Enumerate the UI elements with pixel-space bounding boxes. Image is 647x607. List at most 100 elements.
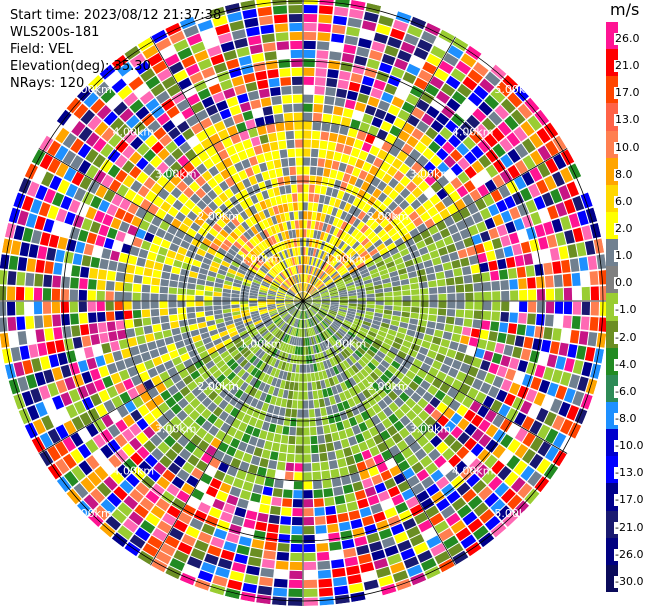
range-gate-cell [155, 37, 172, 52]
range-gate-cell [421, 113, 435, 126]
range-gate-cell [196, 392, 207, 403]
range-gate-cell [323, 488, 334, 498]
range-gate-cell [177, 47, 193, 60]
range-gate-cell [522, 155, 536, 170]
range-gate-cell [276, 304, 285, 307]
range-gate-cell [413, 542, 429, 555]
range-gate-cell [513, 460, 528, 476]
range-gate-cell [478, 54, 495, 70]
range-gate-cell [300, 337, 303, 346]
range-gate-cell [324, 195, 331, 205]
range-gate-cell [69, 226, 81, 240]
range-gate-cell [502, 511, 519, 528]
range-gate-cell [330, 271, 338, 278]
range-gate-cell [317, 23, 332, 33]
range-gate-cell [291, 525, 303, 535]
range-gate-cell [286, 193, 293, 203]
range-gate-cell [321, 416, 329, 425]
range-gate-cell [507, 164, 521, 179]
range-gate-cell [308, 193, 314, 202]
range-gate-cell [397, 380, 408, 391]
range-gate-cell [479, 78, 495, 94]
range-gate-cell [409, 228, 420, 238]
range-gate-cell [462, 396, 474, 408]
range-gate-cell [544, 175, 557, 191]
range-gate-cell [210, 53, 225, 66]
range-gate-cell [445, 316, 455, 325]
range-gate-cell [438, 60, 454, 75]
range-gate-cell [309, 229, 315, 238]
range-gate-cell [225, 320, 234, 326]
range-gate-cell [313, 363, 318, 372]
range-gate-cell [226, 145, 237, 157]
range-gate-cell [221, 260, 231, 268]
range-gate-cell [290, 372, 296, 382]
range-gate-cell [499, 449, 514, 465]
range-gate-cell [231, 418, 242, 429]
range-gate-cell [292, 85, 303, 94]
range-gate-cell [7, 316, 17, 332]
range-gate-cell [237, 250, 247, 259]
range-gate-cell [404, 156, 416, 168]
range-gate-cell [195, 415, 207, 427]
range-gate-cell [405, 168, 417, 180]
range-gate-cell [292, 400, 298, 409]
range-gate-cell [49, 175, 62, 191]
range-gate-cell [330, 295, 339, 298]
range-gate-cell [170, 174, 182, 186]
range-gate-cell [268, 246, 276, 255]
range-gate-cell [117, 262, 127, 273]
range-gate-cell [430, 154, 443, 167]
range-gate-cell [295, 148, 303, 157]
range-gate-cell [333, 15, 348, 26]
range-gate-cell [375, 214, 386, 224]
range-gate-cell [60, 289, 70, 301]
range-gate-cell [376, 461, 389, 473]
range-gate-cell [13, 225, 25, 241]
range-gate-cell [399, 322, 409, 329]
range-gate-cell [280, 398, 288, 408]
range-gate-cell [270, 178, 279, 188]
range-gate-cell [279, 310, 288, 316]
range-gate-cell [253, 276, 263, 283]
range-gate-cell [177, 193, 189, 205]
range-gate-cell [338, 328, 347, 335]
range-gate-cell [303, 301, 312, 305]
range-gate-cell [446, 285, 456, 294]
range-gate-cell [409, 277, 419, 284]
range-gate-cell [150, 505, 166, 519]
range-gate-cell [438, 527, 454, 542]
range-gate-cell [362, 203, 372, 213]
range-gate-cell [303, 238, 307, 247]
range-gate-cell [347, 367, 356, 377]
range-gate-cell [94, 81, 110, 97]
range-gate-cell [163, 213, 175, 224]
range-gate-cell [307, 346, 312, 355]
range-gate-cell [350, 269, 359, 276]
range-gate-cell [143, 177, 156, 190]
range-gate-cell [382, 278, 391, 284]
range-gate-cell [273, 433, 282, 443]
range-gate-cell [280, 380, 286, 389]
range-gate-cell [66, 239, 77, 252]
range-gate-cell [455, 220, 467, 231]
range-gate-cell [284, 230, 290, 240]
range-gate-cell [322, 232, 329, 242]
range-gate-cell [216, 373, 226, 384]
range-gate-cell [97, 322, 107, 333]
range-gate-cell [389, 145, 401, 157]
range-gate-cell [479, 329, 489, 340]
range-gate-cell [289, 31, 303, 41]
range-gate-cell [226, 466, 238, 477]
range-gate-cell [432, 257, 442, 266]
colorbar-tick-label: -17.0 [614, 493, 645, 507]
range-gate-cell [306, 310, 310, 319]
range-gate-cell [201, 182, 212, 194]
range-gate-cell [322, 351, 329, 360]
range-gate-cell [309, 275, 314, 284]
range-gate-cell [381, 91, 394, 104]
range-gate-cell [310, 444, 319, 454]
range-gate-cell [581, 301, 591, 316]
range-gate-cell [294, 472, 303, 481]
range-gate-cell [62, 326, 72, 339]
